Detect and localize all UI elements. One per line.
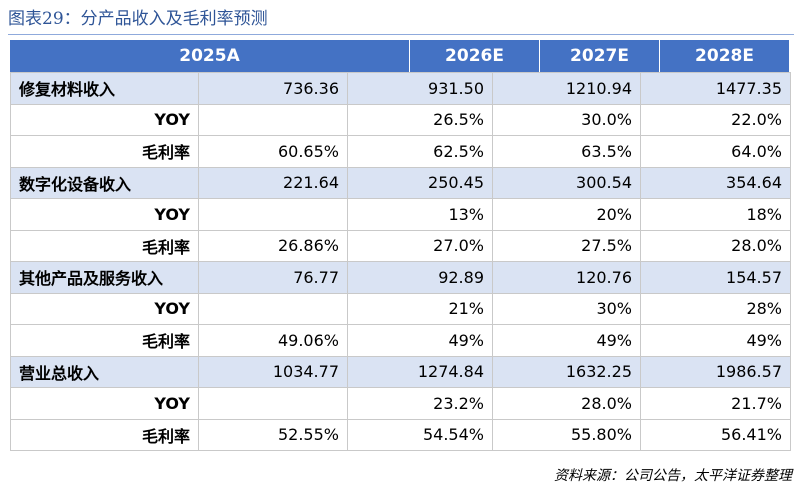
table-cell: 27.0% (347, 229, 493, 262)
title: 图表29：分产品收入及毛利率预测 (8, 9, 268, 29)
table-cell: 1274.84 (347, 355, 493, 388)
table-cell: 49.06% (198, 324, 348, 357)
table-cell: 1986.57 (640, 355, 791, 388)
header-cell: 2027E (540, 40, 660, 72)
row-label: 营业总收入 (10, 355, 199, 388)
table-row: YOY 13% 20% 18% (10, 198, 791, 231)
table-cell: 1034.77 (198, 355, 348, 388)
table-cell: 54.54% (347, 418, 493, 451)
table-header: 2025A 2026E 2027E 2028E (10, 40, 790, 72)
row-label: 毛利率 (10, 135, 199, 168)
row-label: 毛利率 (10, 229, 199, 262)
table-cell: 736.36 (198, 72, 348, 105)
table-cell: 28.0% (492, 387, 641, 420)
row-label: 修复材料收入 (10, 72, 199, 105)
row-label: YOY (10, 103, 199, 136)
table-cell: 92.89 (347, 261, 493, 294)
row-label: 毛利率 (10, 418, 199, 451)
table-cell: 30.0% (492, 103, 641, 136)
table-cell: 21.7% (640, 387, 791, 420)
header-cell: 2025A (10, 40, 410, 72)
table: 修复材料收入 736.36 931.50 1210.94 1477.35 YOY 26.5%… (10, 72, 791, 451)
table-cell: 49% (492, 324, 641, 357)
table-cell: 27.5% (492, 229, 641, 262)
table-cell: 13% (347, 198, 493, 231)
source-note: 资料来源：公司公告，太平洋证券整理 (554, 468, 792, 484)
row-label: 其他产品及服务收入 (10, 261, 199, 294)
table-cell (198, 387, 348, 420)
table-cell: 49% (347, 324, 493, 357)
table-cell: 55.80% (492, 418, 641, 451)
table-row: YOY 26.5% 30.0% 22.0% (10, 103, 791, 136)
row-label: 数字化设备收入 (10, 166, 199, 199)
table-row: 毛利率 26.86% 27.0% 27.5% 28.0% (10, 229, 791, 262)
table-cell: 26.5% (347, 103, 493, 136)
table-row: 毛利率 60.65% 62.5% 63.5% 64.0% (10, 135, 791, 168)
table-cell: 63.5% (492, 135, 641, 168)
table-cell: 52.55% (198, 418, 348, 451)
table-cell: 23.2% (347, 387, 493, 420)
table-cell: 1210.94 (492, 72, 641, 105)
header-cell: 2028E (660, 40, 790, 72)
table-row: 其他产品及服务收入 76.77 92.89 120.76 154.57 (10, 261, 791, 294)
table-cell: 49% (640, 324, 791, 357)
table-row: 毛利率 52.55% 54.54% 55.80% 56.41% (10, 418, 791, 451)
table-cell: 60.65% (198, 135, 348, 168)
row-label: YOY (10, 387, 199, 420)
table-cell: 20% (492, 198, 641, 231)
table-cell: 22.0% (640, 103, 791, 136)
table-cell: 62.5% (347, 135, 493, 168)
table-cell: 1477.35 (640, 72, 791, 105)
rule (8, 34, 794, 35)
table-row: 毛利率 49.06% 49% 49% 49% (10, 324, 791, 357)
table-cell: 26.86% (198, 229, 348, 262)
table-cell: 28.0% (640, 229, 791, 262)
row-label: YOY (10, 292, 199, 325)
table-cell: 154.57 (640, 261, 791, 294)
table-row: 修复材料收入 736.36 931.50 1210.94 1477.35 (10, 72, 791, 105)
table-cell: 56.41% (640, 418, 791, 451)
table-cell: 221.64 (198, 166, 348, 199)
row-label: YOY (10, 198, 199, 231)
table-cell: 300.54 (492, 166, 641, 199)
table-cell (198, 198, 348, 231)
table-cell (198, 292, 348, 325)
table-cell: 21% (347, 292, 493, 325)
table-cell: 120.76 (492, 261, 641, 294)
table-cell: 18% (640, 198, 791, 231)
table-cell: 30% (492, 292, 641, 325)
table-cell: 931.50 (347, 72, 493, 105)
table-cell: 354.64 (640, 166, 791, 199)
row-label: 毛利率 (10, 324, 199, 357)
table-cell: 76.77 (198, 261, 348, 294)
table-cell: 64.0% (640, 135, 791, 168)
table-cell: 250.45 (347, 166, 493, 199)
table-row: 数字化设备收入 221.64 250.45 300.54 354.64 (10, 166, 791, 199)
table-cell (198, 103, 348, 136)
table-row: YOY 21% 30% 28% (10, 292, 791, 325)
table-row: 营业总收入 1034.77 1274.84 1632.25 1986.57 (10, 355, 791, 388)
table-row: YOY 23.2% 28.0% 21.7% (10, 387, 791, 420)
header-cell: 2026E (410, 40, 540, 72)
table-cell: 28% (640, 292, 791, 325)
table-cell: 1632.25 (492, 355, 641, 388)
